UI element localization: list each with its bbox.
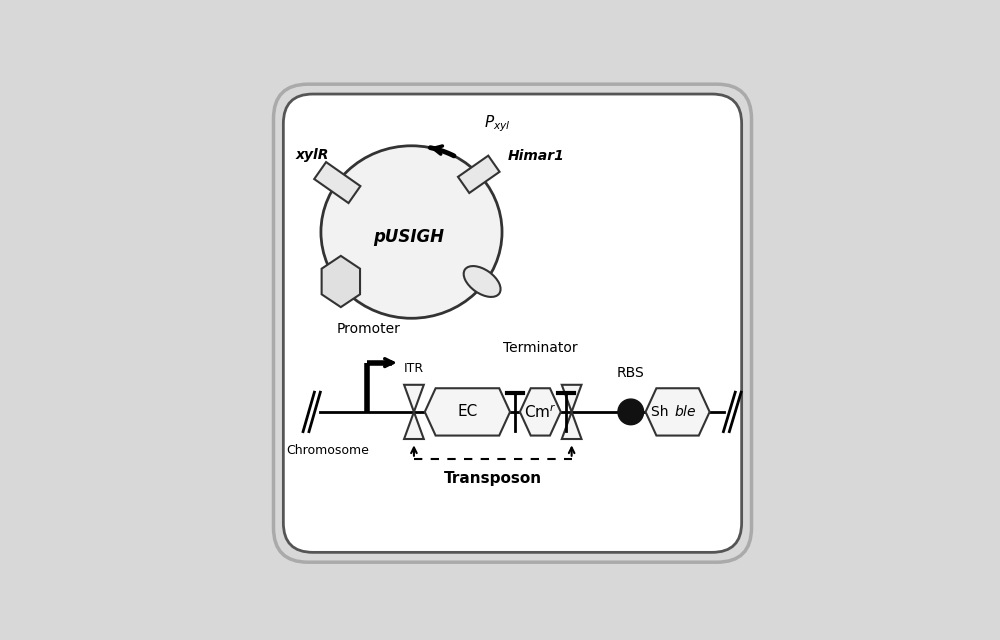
Polygon shape (404, 412, 424, 439)
Text: RBS: RBS (617, 366, 645, 380)
Polygon shape (322, 256, 360, 307)
Text: Promoter: Promoter (336, 321, 400, 335)
Polygon shape (425, 388, 510, 436)
Polygon shape (646, 388, 710, 436)
Text: $P_{xyl}$: $P_{xyl}$ (484, 113, 511, 134)
Text: Sh: Sh (651, 405, 673, 419)
Polygon shape (458, 156, 500, 193)
Ellipse shape (321, 146, 502, 318)
FancyBboxPatch shape (283, 94, 742, 552)
Text: Transposon: Transposon (444, 471, 542, 486)
Polygon shape (314, 162, 360, 203)
Text: $\it{ble}$: $\it{ble}$ (674, 404, 696, 419)
Text: xylR: xylR (296, 148, 329, 163)
Text: Chromosome: Chromosome (286, 444, 369, 457)
Polygon shape (562, 412, 581, 439)
Polygon shape (404, 385, 424, 412)
Text: Cm$^r$: Cm$^r$ (524, 403, 557, 420)
Circle shape (618, 399, 644, 425)
Text: EC: EC (457, 404, 478, 419)
Polygon shape (562, 385, 581, 412)
Text: pUSIGH: pUSIGH (374, 228, 445, 246)
Text: Terminator: Terminator (503, 341, 578, 355)
Ellipse shape (464, 266, 501, 297)
Polygon shape (520, 388, 561, 436)
FancyBboxPatch shape (273, 84, 752, 562)
Text: ITR: ITR (404, 362, 424, 375)
Text: Himar1: Himar1 (508, 148, 564, 163)
